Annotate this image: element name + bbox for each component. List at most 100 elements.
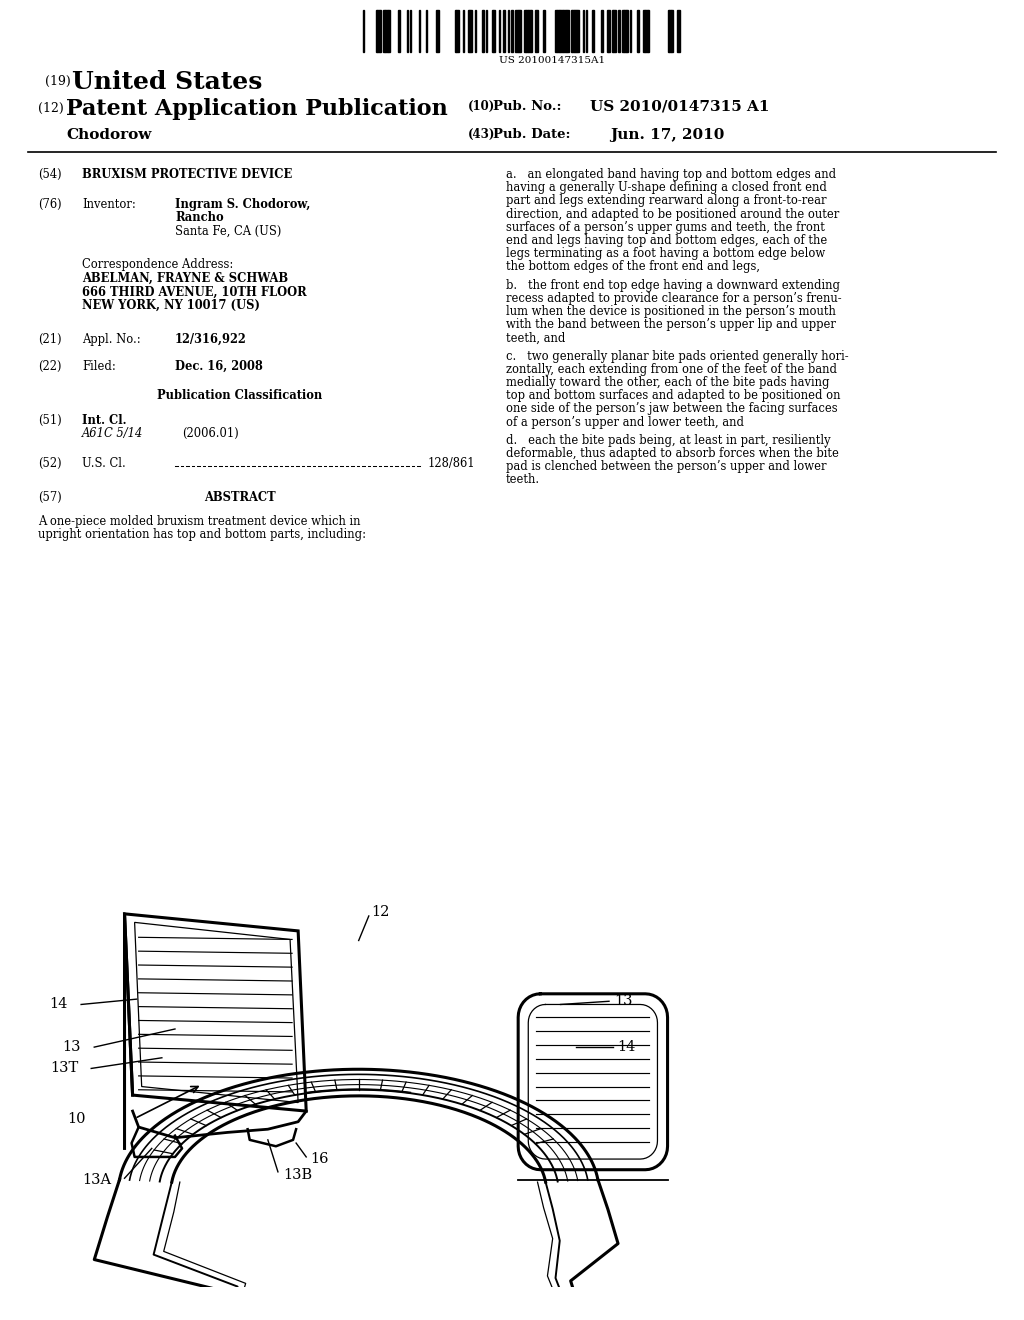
- Text: (10): (10): [468, 100, 496, 114]
- Text: of a person’s upper and lower teeth, and: of a person’s upper and lower teeth, and: [506, 416, 744, 429]
- Bar: [524, 11, 526, 51]
- Text: Dec. 16, 2008: Dec. 16, 2008: [175, 360, 263, 372]
- Bar: [456, 11, 459, 51]
- Text: (12): (12): [38, 102, 63, 115]
- Text: (51): (51): [38, 413, 61, 426]
- Bar: [577, 11, 579, 51]
- Text: end and legs having top and bottom edges, each of the: end and legs having top and bottom edges…: [506, 234, 827, 247]
- Text: Chodorow: Chodorow: [66, 128, 152, 143]
- Text: having a generally U-shape defining a closed front end: having a generally U-shape defining a cl…: [506, 181, 826, 194]
- Text: A one-piece molded bruxism treatment device which in: A one-piece molded bruxism treatment dev…: [38, 515, 360, 528]
- Bar: [671, 11, 673, 51]
- Bar: [388, 11, 390, 51]
- Text: Appl. No.:: Appl. No.:: [82, 333, 140, 346]
- Text: with the band between the person’s upper lip and upper: with the band between the person’s upper…: [506, 318, 836, 331]
- Text: (54): (54): [38, 168, 61, 181]
- Text: (21): (21): [38, 333, 61, 346]
- Bar: [528, 11, 531, 51]
- Bar: [560, 11, 563, 51]
- Bar: [383, 11, 385, 51]
- Text: top and bottom surfaces and adapted to be positioned on: top and bottom surfaces and adapted to b…: [506, 389, 841, 403]
- Text: 14: 14: [617, 1040, 636, 1055]
- Text: a.   an elongated band having top and bottom edges and: a. an elongated band having top and bott…: [506, 168, 837, 181]
- Bar: [677, 11, 680, 51]
- Text: (22): (22): [38, 360, 61, 372]
- Text: US 20100147315A1: US 20100147315A1: [499, 55, 605, 65]
- Text: 13B: 13B: [283, 1168, 312, 1181]
- Text: direction, and adapted to be positioned around the outer: direction, and adapted to be positioned …: [506, 207, 840, 220]
- Text: 16: 16: [310, 1152, 329, 1166]
- Bar: [624, 11, 626, 51]
- Text: 10: 10: [68, 1111, 86, 1126]
- Text: ABELMAN, FRAYNE & SCHWAB: ABELMAN, FRAYNE & SCHWAB: [82, 272, 288, 285]
- Bar: [645, 11, 648, 51]
- Text: Jun. 17, 2010: Jun. 17, 2010: [610, 128, 724, 143]
- Text: pad is clenched between the person’s upper and lower: pad is clenched between the person’s upp…: [506, 461, 826, 473]
- Text: medially toward the other, each of the bite pads having: medially toward the other, each of the b…: [506, 376, 829, 389]
- Text: legs terminating as a foot having a bottom edge below: legs terminating as a foot having a bott…: [506, 247, 825, 260]
- Text: 13: 13: [614, 994, 633, 1008]
- Text: upright orientation has top and bottom parts, including:: upright orientation has top and bottom p…: [38, 528, 366, 541]
- Bar: [618, 11, 620, 51]
- Text: 128/861: 128/861: [428, 457, 475, 470]
- Bar: [535, 11, 538, 51]
- Text: 13T: 13T: [50, 1061, 78, 1076]
- Text: d.   each the bite pads being, at least in part, resiliently: d. each the bite pads being, at least in…: [506, 434, 830, 446]
- Text: (57): (57): [38, 491, 61, 504]
- Text: 13A: 13A: [82, 1173, 112, 1188]
- Text: deformable, thus adapted to absorb forces when the bite: deformable, thus adapted to absorb force…: [506, 447, 839, 459]
- Text: 13: 13: [62, 1040, 81, 1055]
- Text: lum when the device is positioned in the person’s mouth: lum when the device is positioned in the…: [506, 305, 836, 318]
- Text: (19): (19): [45, 75, 71, 88]
- Text: Inventor:: Inventor:: [82, 198, 136, 211]
- Bar: [572, 11, 574, 51]
- Text: US 2010/0147315 A1: US 2010/0147315 A1: [590, 100, 769, 114]
- Bar: [377, 11, 380, 51]
- Text: Ingram S. Chodorow,: Ingram S. Chodorow,: [175, 198, 310, 211]
- Text: ABSTRACT: ABSTRACT: [204, 491, 275, 504]
- Bar: [567, 11, 569, 51]
- Bar: [436, 11, 439, 51]
- Text: teeth, and: teeth, and: [506, 331, 565, 345]
- Bar: [669, 11, 671, 51]
- Text: BRUXISM PROTECTIVE DEVICE: BRUXISM PROTECTIVE DEVICE: [82, 168, 292, 181]
- Text: the bottom edges of the front end and legs,: the bottom edges of the front end and le…: [506, 260, 760, 273]
- Bar: [601, 11, 603, 51]
- Text: teeth.: teeth.: [506, 474, 540, 486]
- Text: (76): (76): [38, 198, 61, 211]
- Text: Filed:: Filed:: [82, 360, 116, 372]
- Text: zontally, each extending from one of the feet of the band: zontally, each extending from one of the…: [506, 363, 837, 376]
- Bar: [555, 11, 557, 51]
- Text: 12/316,922: 12/316,922: [175, 333, 247, 346]
- Text: United States: United States: [72, 70, 262, 94]
- Bar: [511, 11, 513, 51]
- Bar: [613, 11, 616, 51]
- Text: Int. Cl.: Int. Cl.: [82, 413, 127, 426]
- Bar: [515, 11, 518, 51]
- Text: (2006.01): (2006.01): [182, 428, 239, 440]
- Bar: [398, 11, 400, 51]
- Bar: [493, 11, 495, 51]
- Bar: [622, 11, 624, 51]
- Text: NEW YORK, NY 10017 (US): NEW YORK, NY 10017 (US): [82, 298, 260, 312]
- Text: Santa Fe, CA (US): Santa Fe, CA (US): [175, 224, 282, 238]
- Text: 14: 14: [49, 998, 68, 1011]
- Text: 666 THIRD AVENUE, 10TH FLOOR: 666 THIRD AVENUE, 10TH FLOOR: [82, 285, 306, 298]
- Bar: [385, 11, 388, 51]
- Bar: [563, 11, 566, 51]
- Bar: [557, 11, 559, 51]
- Text: Pub. Date:: Pub. Date:: [493, 128, 570, 141]
- Text: Patent Application Publication: Patent Application Publication: [66, 98, 447, 120]
- Text: Rancho: Rancho: [175, 211, 223, 224]
- Text: Pub. No.:: Pub. No.:: [493, 100, 561, 114]
- Text: A61C 5/14: A61C 5/14: [82, 428, 143, 440]
- Text: b.   the front end top edge having a downward extending: b. the front end top edge having a downw…: [506, 279, 840, 292]
- Bar: [470, 11, 472, 51]
- Bar: [503, 11, 505, 51]
- Text: (52): (52): [38, 457, 61, 470]
- Text: recess adapted to provide clearance for a person’s frenu-: recess adapted to provide clearance for …: [506, 292, 842, 305]
- Text: Publication Classification: Publication Classification: [158, 389, 323, 403]
- Text: (43): (43): [468, 128, 496, 141]
- Bar: [608, 11, 610, 51]
- Text: one side of the person’s jaw between the facing surfaces: one side of the person’s jaw between the…: [506, 403, 838, 416]
